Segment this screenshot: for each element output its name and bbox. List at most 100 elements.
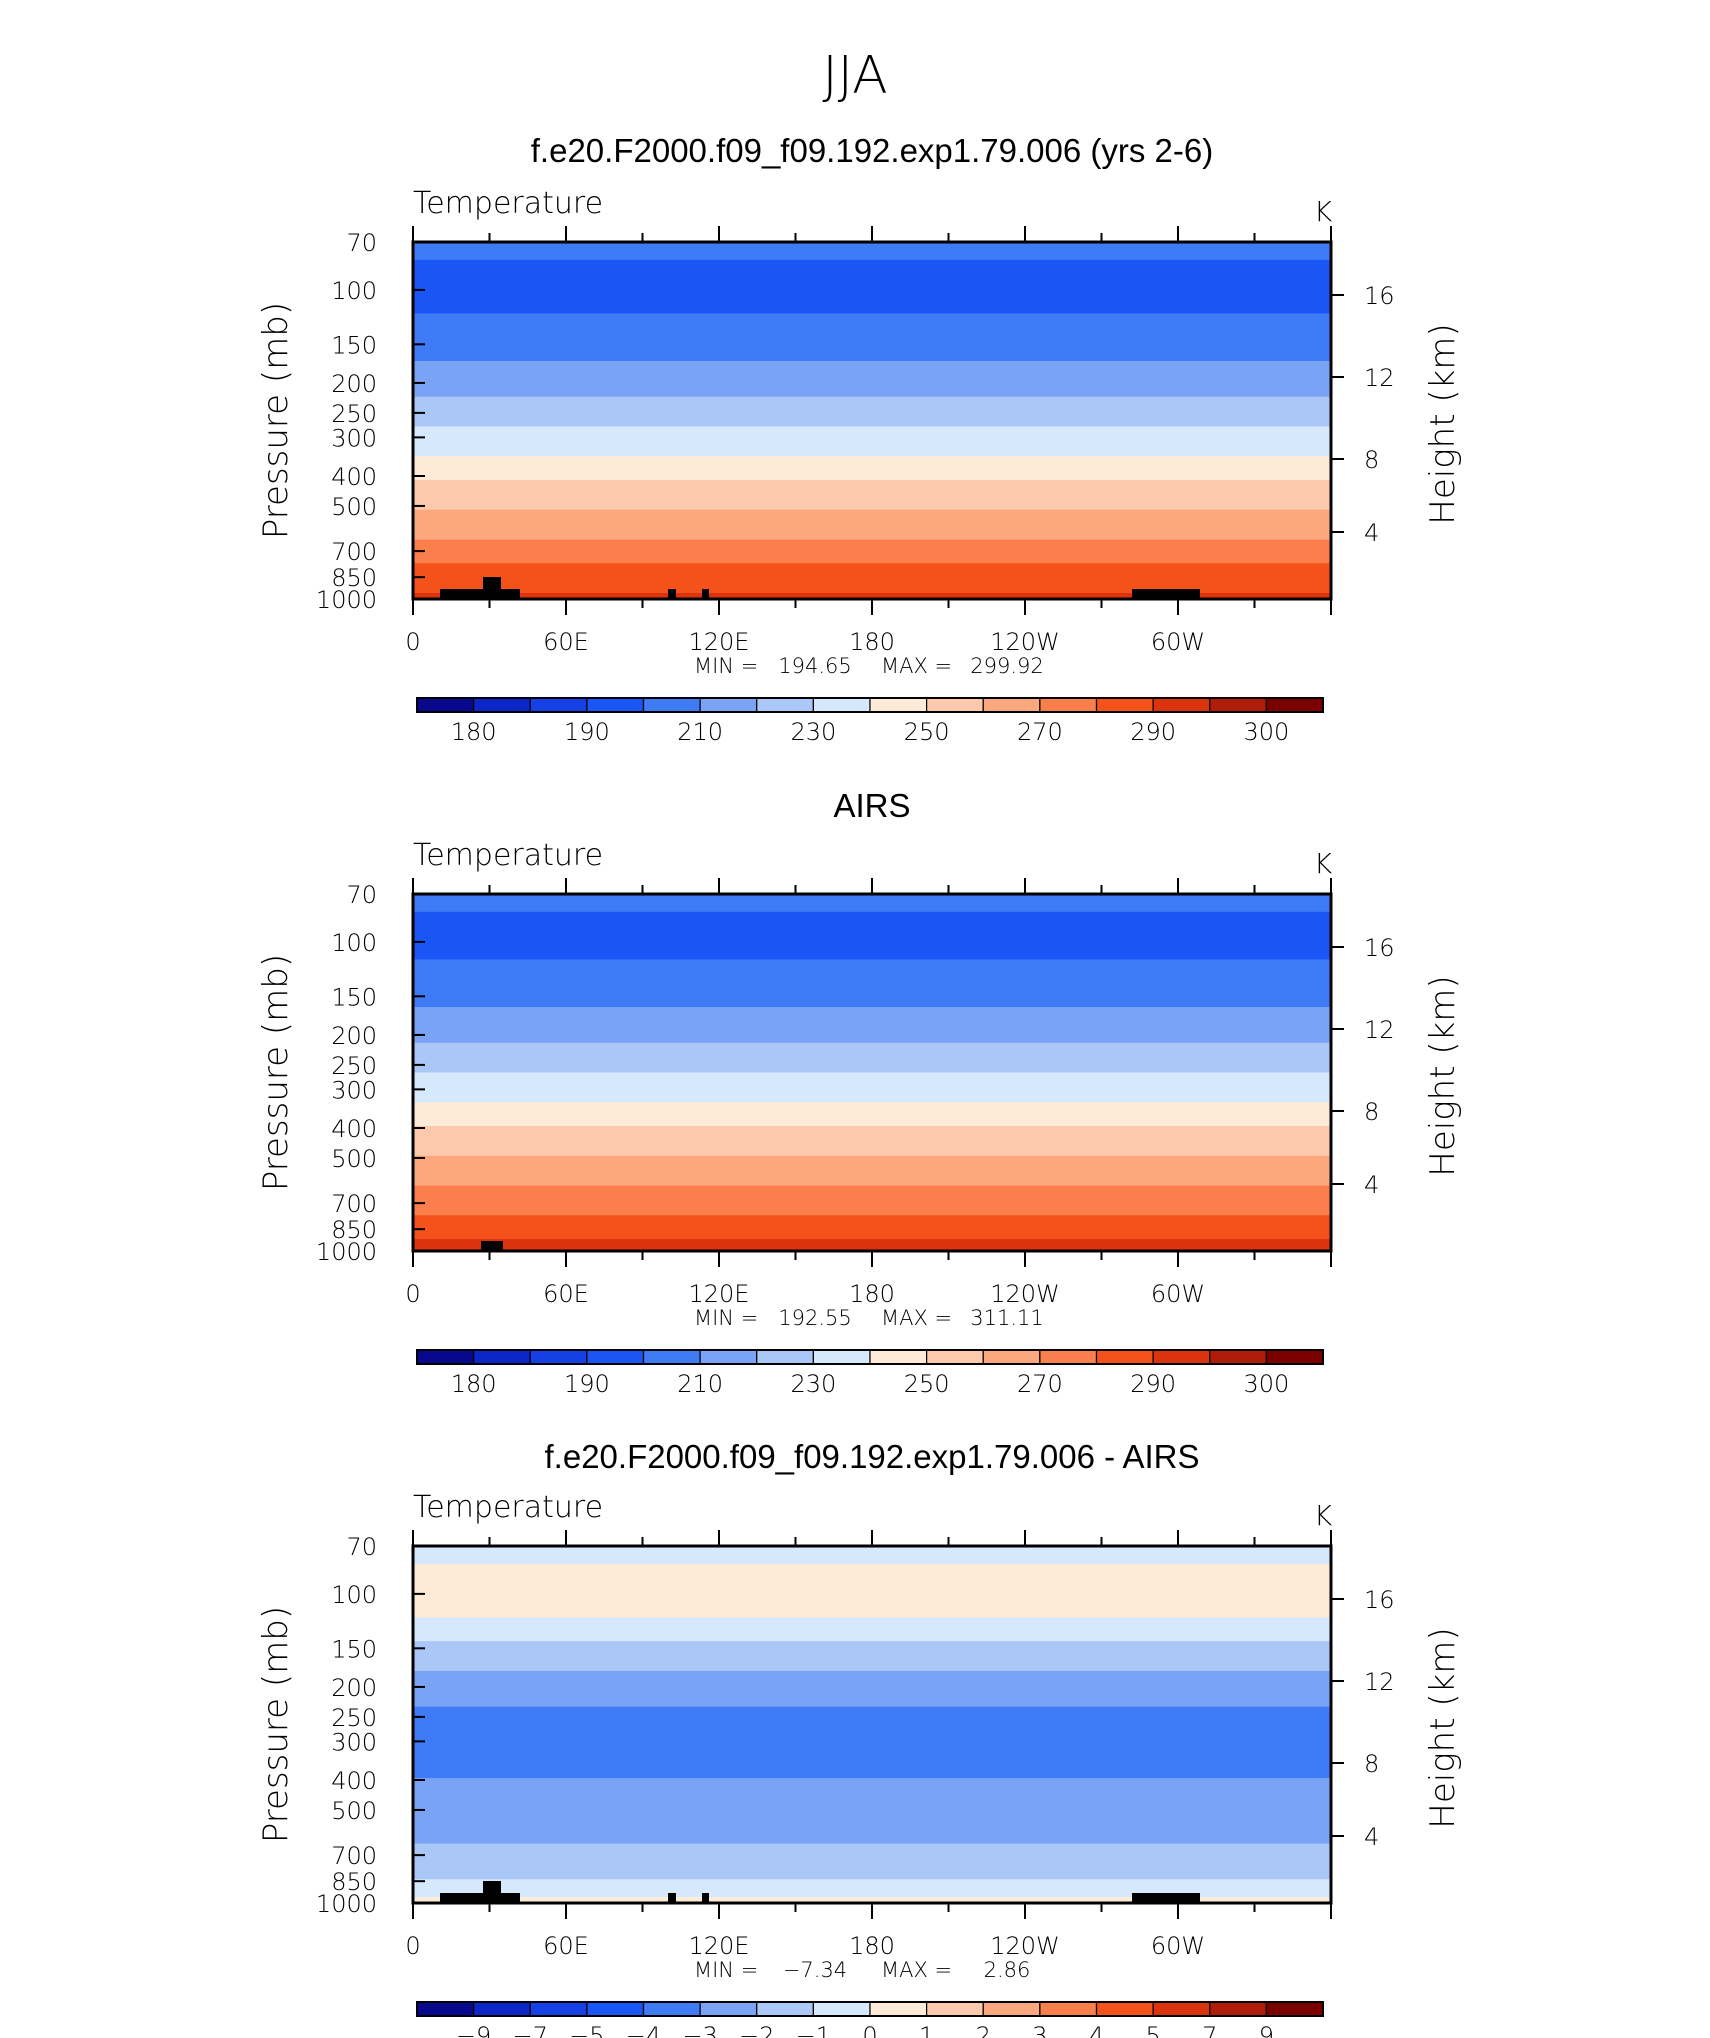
- contour-band: [413, 1795, 1331, 1803]
- stats-min-label: MIN =: [694, 654, 758, 678]
- y-tick-label: 700: [331, 1842, 377, 1870]
- contour-band: [413, 1617, 1331, 1624]
- contour-band: [413, 438, 1331, 445]
- contour-band: [413, 587, 1331, 594]
- contour-band: [413, 378, 1331, 386]
- colorbar-swatch: [586, 1349, 645, 1365]
- contour-band: [413, 527, 1331, 535]
- contour-band: [413, 1036, 1331, 1044]
- contour-band: [413, 271, 1331, 279]
- contour-band: [413, 1209, 1331, 1216]
- contour-band: [413, 1754, 1331, 1761]
- topography-mask: [481, 1241, 503, 1251]
- contour-band: [413, 557, 1331, 564]
- contour-band: [413, 1030, 1331, 1038]
- colorbar-swatch: [699, 1349, 758, 1365]
- x-tick-label: 180: [849, 1280, 895, 1308]
- colorbar-swatch: [1039, 2001, 1098, 2017]
- contour-band: [413, 1789, 1331, 1797]
- contour-band: [413, 1772, 1331, 1779]
- y-axis-label: Pressure (mb): [256, 302, 296, 539]
- contour-band: [413, 1730, 1331, 1737]
- y-tick-label: 70: [346, 1533, 377, 1561]
- contour-band: [413, 1066, 1331, 1074]
- topography-mask: [440, 1881, 1200, 1903]
- contour-band: [413, 894, 1331, 901]
- contour-band: [413, 947, 1331, 955]
- colorbar-label: 0: [862, 2022, 877, 2038]
- contour-band: [413, 1155, 1331, 1163]
- contour-band: [413, 911, 1331, 919]
- contour-band: [413, 521, 1331, 529]
- contour-band: [413, 1132, 1331, 1139]
- contour-band: [413, 1670, 1331, 1678]
- contour-band: [413, 1742, 1331, 1749]
- stats-max-label: MAX =: [881, 1306, 952, 1330]
- contour-band: [413, 965, 1331, 972]
- x-tick-label: 60W: [1151, 628, 1205, 656]
- contour-band: [413, 295, 1331, 303]
- contour-band: [413, 491, 1331, 499]
- contour-band: [413, 1647, 1331, 1654]
- y-tick-label: 250: [331, 400, 377, 428]
- contour-band: [413, 899, 1331, 907]
- panel-title: f.e20.F2000.f09_f09.192.exp1.79.006 - AI…: [545, 1438, 1200, 1475]
- y2-tick-label: 12: [1364, 364, 1395, 392]
- contour-band: [413, 1197, 1331, 1204]
- contour-band: [413, 1688, 1331, 1696]
- y-tick-label: 1000: [316, 1890, 377, 1918]
- contour-band: [413, 935, 1331, 943]
- contour-band: [413, 485, 1331, 493]
- contour-band: [413, 1245, 1331, 1252]
- colorbar-swatch: [529, 1349, 588, 1365]
- contour-band: [413, 396, 1331, 404]
- y-axis-label: Pressure (mb): [256, 1606, 296, 1843]
- contour-band: [413, 1114, 1331, 1121]
- topography-block: [440, 1893, 520, 1903]
- y-tick-label: 700: [331, 1190, 377, 1218]
- contour-band: [413, 515, 1331, 523]
- contour-band: [413, 1001, 1331, 1008]
- colorbar-label: 300: [1243, 718, 1289, 746]
- contour-band: [413, 1736, 1331, 1743]
- contour-band: [413, 905, 1331, 913]
- colorbar-swatch: [926, 1349, 984, 1365]
- colorbar-swatch: [756, 697, 814, 713]
- colorbar-swatch: [1209, 2001, 1267, 2017]
- contour-band: [413, 1563, 1331, 1571]
- contour-band: [413, 1149, 1331, 1157]
- colorbar-frame: [416, 2001, 1324, 2017]
- colorbar-label: −9: [456, 2022, 491, 2038]
- colorbar-label: 270: [1017, 1370, 1063, 1398]
- contour-band: [413, 1897, 1331, 1904]
- colorbar-label: −4: [626, 2022, 661, 2038]
- topography-block: [702, 589, 709, 599]
- stats-max: 2.86: [984, 1958, 1031, 1982]
- panel-model: f.e20.F2000.f09_f09.192.exp1.79.006 (yrs…: [256, 132, 1463, 746]
- contour-band: [413, 313, 1331, 320]
- contour-band: [413, 1712, 1331, 1720]
- contour-band: [413, 1861, 1331, 1868]
- topography-block: [481, 1241, 503, 1251]
- y-tick-label: 500: [331, 1145, 377, 1173]
- contour-band: [413, 1581, 1331, 1589]
- y-tick-label: 700: [331, 538, 377, 566]
- contour-band: [413, 533, 1331, 541]
- contour-band: [413, 917, 1331, 925]
- topography-block: [440, 589, 520, 599]
- contour-band: [413, 1724, 1331, 1732]
- x-tick-label: 60E: [543, 1280, 589, 1308]
- colorbar-label: 230: [790, 718, 836, 746]
- colorbar-swatch: [1209, 1349, 1267, 1365]
- contour-band: [413, 1641, 1331, 1648]
- contour-band: [413, 1867, 1331, 1874]
- colorbar-swatch: [869, 1349, 928, 1365]
- contour-band: [413, 468, 1331, 475]
- y2-axis-label: Height (km): [1423, 323, 1463, 524]
- y2-tick-label: 8: [1364, 1098, 1379, 1126]
- colorbar-frame: [416, 1349, 1324, 1365]
- colorbar-swatch: [642, 697, 701, 713]
- contour-band: [413, 283, 1331, 291]
- y2-tick-label: 8: [1364, 446, 1379, 474]
